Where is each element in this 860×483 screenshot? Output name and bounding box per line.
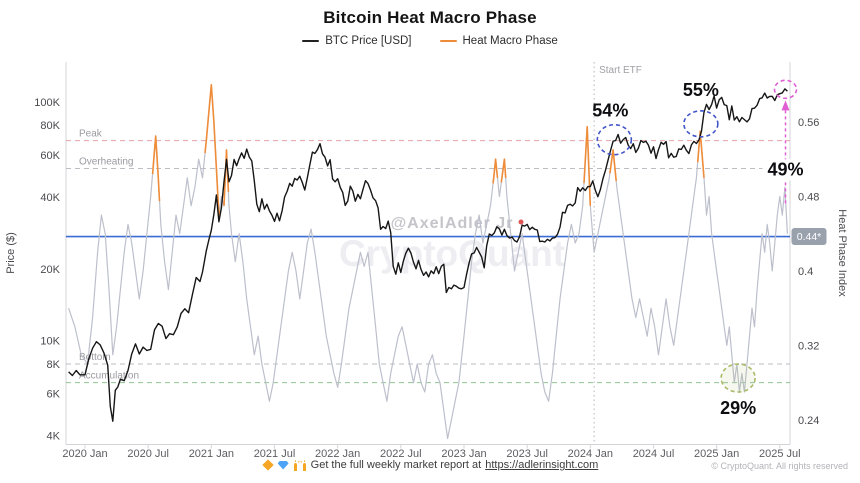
chart-header: Bitcoin Heat Macro Phase BTC Price [USD]… <box>0 8 860 47</box>
time-axis-tick: 2021 Jul <box>254 448 296 460</box>
annotation-circle-54 <box>596 123 633 156</box>
legend-item-heat-macro: Heat Macro Phase <box>439 35 558 47</box>
blue-gem-icon <box>277 460 289 470</box>
heat-axis-tick: 0.56 <box>798 117 819 129</box>
price-axis-tick: 100K <box>34 97 60 109</box>
btc-price-legend-label: BTC Price [USD] <box>325 35 412 47</box>
heat-axis-tick: 0.48 <box>798 191 819 203</box>
footer-text: Get the full weekly market report at <box>310 459 482 471</box>
btc-price-line <box>68 88 788 422</box>
price-axis-tick: 80K <box>40 120 60 132</box>
price-axis-tick: 20K <box>40 264 60 276</box>
watermark-brand: CryptoQuant <box>339 233 565 274</box>
current-level-badge <box>791 228 827 246</box>
price-axis-tick: 8K <box>47 359 61 371</box>
time-axis-tick: 2021 Jan <box>189 448 234 460</box>
price-axis-tick: 6K <box>47 389 61 401</box>
heat-macro-phase-segment <box>151 135 161 202</box>
time-axis-tick: 2023 Jan <box>441 448 486 460</box>
price-axis-tick: 40K <box>40 192 60 204</box>
heat-macro-phase-segment <box>204 84 221 216</box>
legend: BTC Price [USD] Heat Macro Phase <box>0 35 860 47</box>
annotation-label-54: 54% <box>592 101 628 121</box>
heat-macro-legend-label: Heat Macro Phase <box>462 35 558 47</box>
heat-macro-phase-segment <box>223 149 230 206</box>
btc-price-line-swatch <box>302 40 320 42</box>
raising-hands-icon <box>293 459 306 471</box>
heat-macro-phase-segment <box>583 125 592 206</box>
time-axis-tick: 2020 Jan <box>62 448 107 460</box>
price-axis-tick: 60K <box>40 150 60 162</box>
threshold-label-bottom: Bottom <box>79 352 111 363</box>
orange-diamond-icon <box>261 459 274 471</box>
annotation-label-29: 29% <box>720 398 756 418</box>
time-axis-tick: 2022 Jan <box>315 448 360 460</box>
annotation-label-49: 49% <box>767 159 803 179</box>
chart-title: Bitcoin Heat Macro Phase <box>323 8 537 27</box>
heat-macro-phase-segment <box>696 130 705 178</box>
annotation-circle-55 <box>683 110 719 138</box>
time-axis-tick: 2020 Jul <box>127 448 169 460</box>
current-level-badge-label: 0.44* <box>797 231 822 243</box>
heat-macro-phase-segment <box>609 149 617 182</box>
price-axis-tick: 10K <box>40 336 60 348</box>
legend-item-btc-price: BTC Price [USD] <box>302 35 412 47</box>
heat-macro-phase-segment <box>500 158 507 183</box>
threshold-label-overheating: Overheating <box>79 157 133 168</box>
time-axis-tick: 2025 Jan <box>694 448 739 460</box>
copyright: © CryptoQuant. All rights reserved <box>711 461 848 471</box>
annotation-circle-49 <box>773 79 798 100</box>
heat-axis-tick: 0.32 <box>798 340 819 352</box>
time-axis-tick: 2024 Jul <box>633 448 675 460</box>
heat-macro-line-swatch <box>439 40 457 42</box>
time-axis-tick: 2025 Jul <box>759 448 801 460</box>
heat-axis-tick: 0.4 <box>798 266 813 278</box>
watermark-dot <box>518 219 524 225</box>
watermark-handle: @AxelAdler Jr <box>391 215 514 232</box>
time-axis-tick: 2022 Jul <box>380 448 422 460</box>
heat-axis-tick: 0.24 <box>798 415 819 427</box>
time-axis-tick: 2023 Jul <box>506 448 548 460</box>
threshold-label-peak: Peak <box>79 129 103 140</box>
heat-macro-phase-segment <box>492 158 499 184</box>
annotation-arrowhead-49 <box>781 100 790 111</box>
left-axis-title: Price ($) <box>5 232 17 274</box>
footer-promo: Get the full weekly market report at htt… <box>0 459 860 472</box>
annotation-label-55: 55% <box>683 80 719 100</box>
right-axis-title: Heat Phase Index <box>836 209 848 297</box>
event-label-start-etf: Start ETF <box>599 65 642 76</box>
annotation-label-bg-49 <box>762 159 809 181</box>
annotation-circle-29 <box>720 363 756 393</box>
footer-link[interactable]: https://adlerinsight.com <box>485 459 599 471</box>
time-axis-tick: 2024 Jan <box>568 448 613 460</box>
price-axis-tick: 4K <box>47 431 61 443</box>
